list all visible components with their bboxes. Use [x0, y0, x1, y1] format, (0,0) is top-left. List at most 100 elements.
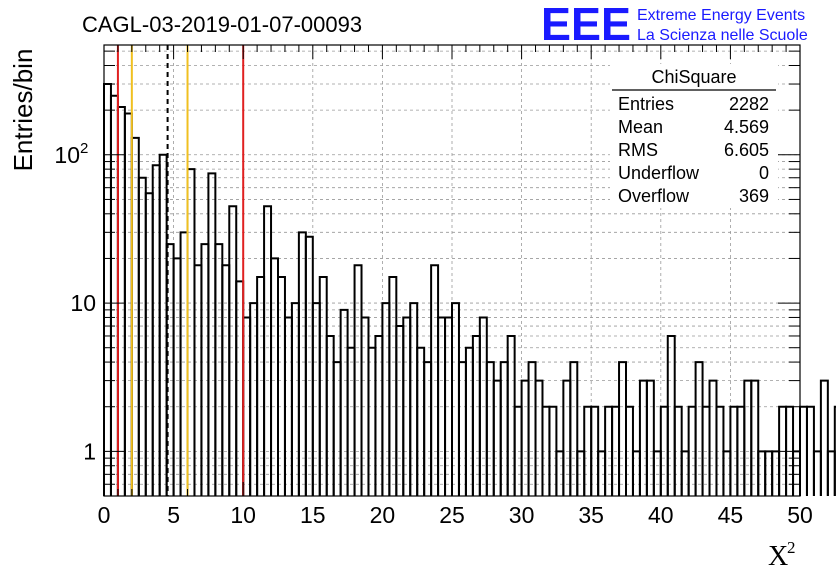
histogram-bin	[332, 361, 342, 496]
y-tick-label: 10	[70, 290, 96, 316]
histogram-bin	[130, 136, 140, 496]
histogram-bin	[103, 83, 112, 496]
histogram-bin	[708, 379, 718, 496]
stats-row-value: 0	[759, 163, 769, 183]
histogram-bin	[367, 346, 377, 496]
histogram-bin	[423, 361, 433, 496]
histogram-bin	[569, 361, 579, 496]
histogram-bin	[263, 205, 273, 496]
histogram-bin	[743, 379, 753, 496]
histogram-bin	[534, 379, 544, 496]
stats-box-background	[610, 64, 778, 208]
histogram-bin	[618, 361, 627, 496]
stats-row-value: 4.569	[724, 117, 769, 137]
x-tick-label: 30	[509, 502, 535, 528]
x-tick-label: 45	[718, 502, 744, 528]
x-axis-label-main: X	[768, 541, 788, 572]
axis-ticks	[103, 45, 801, 497]
histogram-bin	[228, 205, 238, 496]
histogram-bin	[395, 325, 405, 496]
histogram-bin	[235, 280, 245, 496]
stats-row-label: Overflow	[618, 186, 690, 206]
x-axis-label-superscript: 2	[787, 538, 796, 557]
histogram-bin	[297, 231, 307, 496]
histogram-bin	[137, 176, 147, 496]
stats-box: ChiSquare Entries 2282 Mean 4.569 RMS 6.605 Un…	[610, 64, 778, 208]
x-tick-labels: 0 5 10 15 20 25 30 35 40 45 50	[98, 502, 813, 528]
histogram-bin	[805, 405, 815, 496]
histogram-bin	[562, 379, 572, 496]
histogram-bin	[833, 405, 836, 496]
histogram-bin	[116, 106, 126, 496]
histogram-bin	[464, 346, 474, 496]
histogram-bin	[374, 334, 384, 496]
y-tick-label: 1	[83, 438, 96, 464]
histogram-bin	[325, 334, 335, 496]
x-tick-label: 35	[578, 502, 604, 528]
stats-row-label: Entries	[618, 94, 674, 114]
histogram-bin	[457, 361, 467, 496]
x-axis-label: X 2	[768, 538, 796, 572]
histogram-bin	[812, 450, 822, 496]
histogram-bin	[819, 379, 829, 496]
x-tick-label: 10	[230, 502, 256, 528]
y-tick-label: 10	[54, 142, 80, 168]
x-tick-label: 50	[787, 502, 813, 528]
histogram-bin	[346, 346, 356, 496]
stats-row-label: Underflow	[618, 163, 700, 183]
histogram-bin	[506, 334, 516, 496]
histogram-bin	[638, 379, 648, 496]
stats-row-value: 369	[739, 186, 769, 206]
y-axis-label: Entries/bin	[8, 49, 38, 172]
histogram-bin	[109, 94, 119, 496]
histogram-bin	[451, 302, 460, 496]
chart-title: CAGL-03-2019-01-07-00093	[82, 12, 362, 37]
eee-logo: EEE Extreme Energy Events La Scienza nel…	[541, 0, 808, 50]
histogram-bin	[290, 302, 300, 496]
histogram-bin	[485, 361, 495, 496]
histogram-bin	[270, 257, 279, 496]
histogram-bin	[527, 361, 537, 496]
histogram-bin	[492, 379, 502, 496]
histogram-bin	[186, 168, 196, 496]
histogram-bin	[499, 361, 509, 496]
stats-rows: Entries 2282 Mean 4.569 RMS 6.605 Underflow 0 Ov…	[618, 94, 769, 206]
histogram-bin	[207, 172, 217, 496]
histogram-bin	[172, 257, 182, 496]
stats-row-label: Mean	[618, 117, 663, 137]
logo-line-2: La Scienza nelle Scuole	[637, 27, 808, 44]
x-tick-label: 5	[167, 502, 180, 528]
histogram-bin	[158, 153, 168, 496]
histogram-bin	[339, 308, 349, 496]
histogram-bin	[311, 302, 321, 496]
stats-row-value: 6.605	[724, 140, 769, 160]
histogram-bin	[520, 379, 530, 496]
histogram-bin	[666, 334, 676, 496]
histogram-bin	[416, 346, 426, 496]
histogram-bin	[826, 450, 836, 496]
stats-row-value: 2282	[729, 94, 769, 114]
stats-title: ChiSquare	[651, 67, 736, 87]
histogram-bin	[249, 302, 259, 496]
histogram-bin	[381, 302, 391, 496]
histogram-bin	[151, 164, 161, 496]
logo-mark: EEE	[541, 0, 631, 50]
x-tick-label: 25	[439, 502, 465, 528]
x-tick-label: 0	[98, 502, 111, 528]
histogram-bin	[694, 361, 704, 496]
histogram-bin	[144, 192, 154, 496]
histogram-bin	[304, 235, 314, 496]
x-tick-label: 15	[300, 502, 326, 528]
histogram-bin	[409, 302, 419, 496]
stats-row-label: RMS	[618, 140, 658, 160]
histogram-bin	[750, 379, 760, 496]
histogram-bin	[799, 405, 808, 496]
histogram-bin	[471, 334, 481, 496]
reference-lines	[116, 45, 245, 496]
logo-line-1: Extreme Energy Events	[637, 7, 805, 24]
histogram-bin	[123, 112, 133, 496]
x-tick-label: 40	[648, 502, 674, 528]
histogram-bin	[645, 379, 655, 496]
